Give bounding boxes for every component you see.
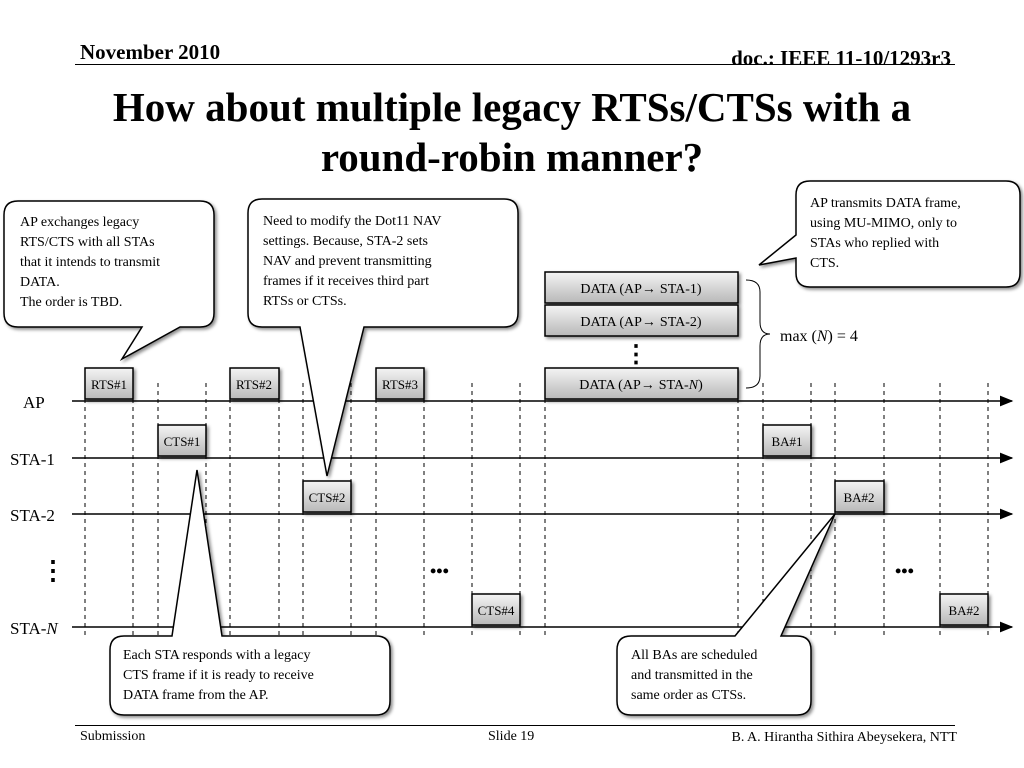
footer-rule xyxy=(75,725,955,726)
svg-text:All BAs are scheduled an: All BAs are scheduled and transmitted in… xyxy=(631,648,761,703)
frame-cts4: CTS#4 xyxy=(471,593,521,626)
data-frames-vertical-dots: ⋮ xyxy=(624,342,648,368)
svg-text:DATA (AP→STA-2): DATA (AP→ STA-2) xyxy=(580,315,701,330)
slide-title: How about multiple legacy RTSs/CTSs with… xyxy=(0,82,1024,182)
svg-text:DATA (AP→STA-N): DATA (AP→ STA-N) xyxy=(579,378,703,393)
header-doc-id: doc.: IEEE 11-10/1293r3 xyxy=(731,46,951,70)
ellipsis-right: ••• xyxy=(895,561,914,581)
callout-ap-transmits: AP transmits DATA frame, using MU-MIMO, … xyxy=(758,180,1021,288)
svg-text:RTS#1: RTS#1 xyxy=(91,377,127,392)
frame-rts2: RTS#2 xyxy=(229,367,280,400)
vertical-ellipsis-left: ⋮ xyxy=(40,556,66,585)
svg-text:BA#1: BA#1 xyxy=(771,434,802,449)
title-line-2: round-robin manner? xyxy=(320,134,704,180)
svg-text:AP transmits DATA frame,: AP transmits DATA frame, using MU-MIMO, … xyxy=(810,196,964,271)
label-sta1: STA-1 xyxy=(10,450,55,469)
callout-nav: Need to modify the Dot11 NAV settings. B… xyxy=(247,198,519,477)
max-n-label: max (N) = 4 xyxy=(780,328,858,345)
svg-text:CTS#4: CTS#4 xyxy=(478,603,515,618)
frame-rts3: RTS#3 xyxy=(375,367,425,400)
data-frames-brace xyxy=(745,279,771,389)
data-frame-sta1: DATA (AP→ STA-1) xyxy=(544,271,739,304)
frame-ba2: BA#2 xyxy=(834,480,885,513)
footer-author: B. A. Hirantha Sithira Abeysekera, NTT xyxy=(731,730,957,745)
callout-all-bas: All BAs are scheduled and transmitted in… xyxy=(616,513,836,716)
title-line-1: How about multiple legacy RTSs/CTSs with… xyxy=(112,84,912,130)
label-sta2: STA-2 xyxy=(10,506,55,525)
svg-text:Need to modify the Dot11 NAV: Need to modify the Dot11 NAV settings. B… xyxy=(263,214,445,309)
ellipsis-middle: ••• xyxy=(430,561,449,581)
label-staN: STA-N xyxy=(10,619,59,638)
frame-ba2-staN: BA#2 xyxy=(939,593,989,626)
frame-cts1: CTS#1 xyxy=(157,424,207,457)
footer-submission: Submission xyxy=(80,729,146,744)
footer-slide-number: Slide 19 xyxy=(488,729,535,744)
label-ap: AP xyxy=(23,393,45,412)
svg-text:Each STA responds with a legac: Each STA responds with a legacy CTS fram… xyxy=(123,648,317,703)
callout-sta-responds: Each STA responds with a legacy CTS fram… xyxy=(109,469,391,716)
svg-text:BA#2: BA#2 xyxy=(843,490,874,505)
svg-text:RTS#2: RTS#2 xyxy=(236,377,272,392)
svg-text:AP exchanges legacy RTS/: AP exchanges legacy RTS/CTS with all STA… xyxy=(20,215,164,310)
header-rule xyxy=(75,64,955,65)
svg-text:RTS#3: RTS#3 xyxy=(382,377,418,392)
timelines xyxy=(72,395,1014,633)
frame-cts2: CTS#2 xyxy=(302,480,352,513)
header-date: November 2010 xyxy=(80,40,221,64)
frame-rts1: RTS#1 xyxy=(84,367,134,400)
svg-text:DATA (AP→STA-1): DATA (AP→ STA-1) xyxy=(580,282,701,297)
svg-text:CTS#2: CTS#2 xyxy=(309,490,346,505)
data-frame-sta2: DATA (AP→ STA-2) xyxy=(544,304,739,337)
svg-text:BA#2: BA#2 xyxy=(948,603,979,618)
callout-ap-exchanges: AP exchanges legacy RTS/CTS with all STA… xyxy=(3,200,215,362)
data-frame-staN: DATA (AP→ STA-N) xyxy=(544,367,739,400)
svg-text:CTS#1: CTS#1 xyxy=(164,434,201,449)
frame-ba1: BA#1 xyxy=(762,424,812,457)
